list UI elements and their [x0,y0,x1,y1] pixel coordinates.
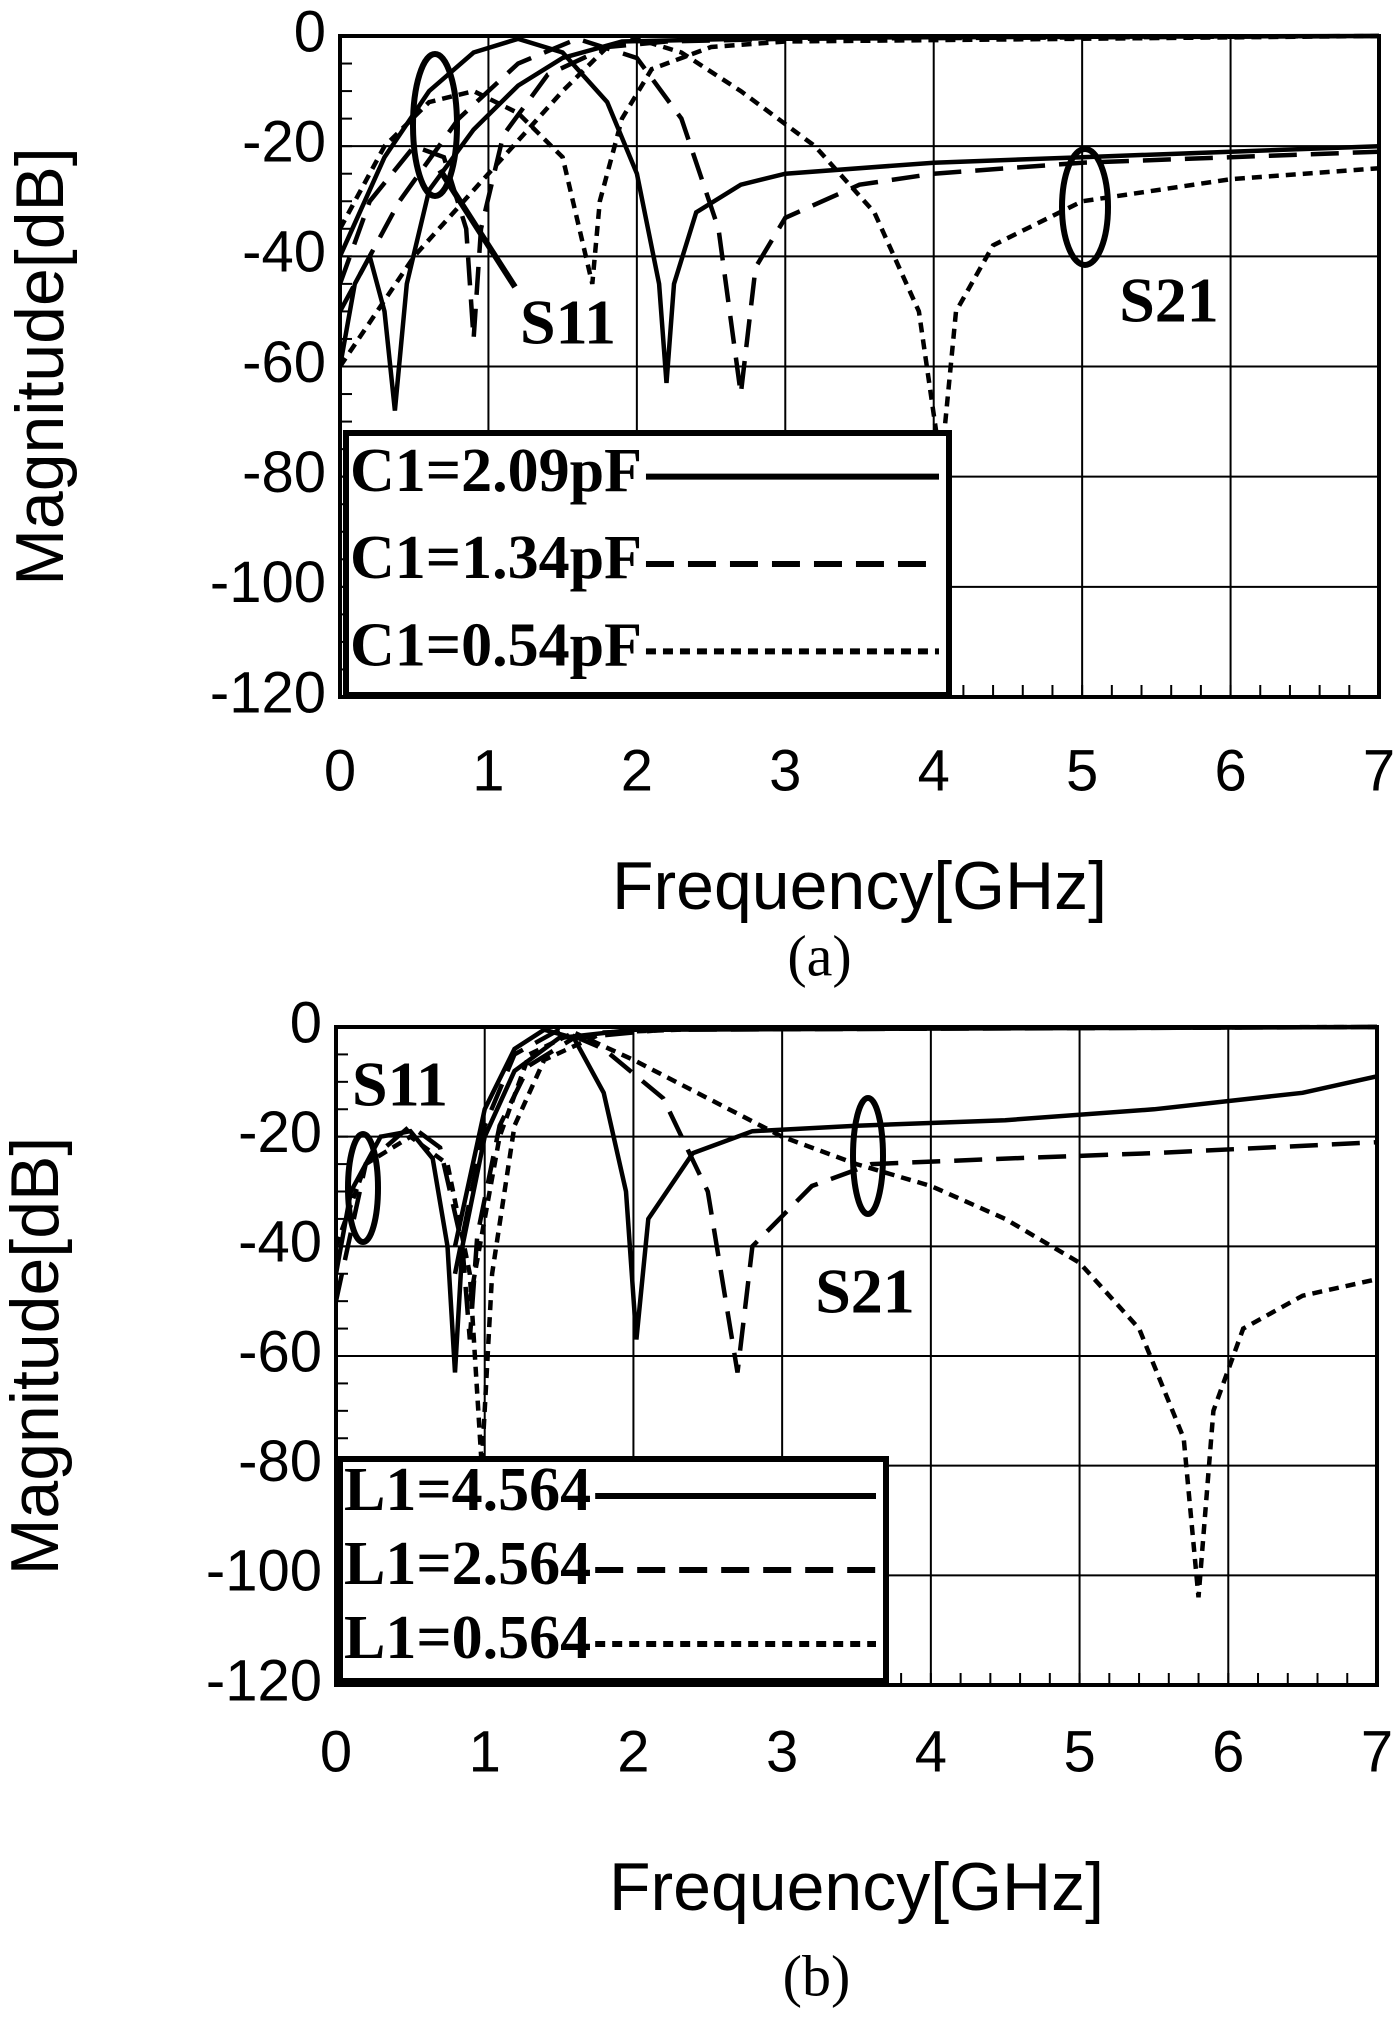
annotation: S11 [520,287,616,358]
x-tick-label: 2 [617,1719,649,1784]
y-tick-label: 0 [290,990,322,1055]
data-line [336,1024,1377,1340]
annotation: S11 [352,1049,448,1120]
y-tick-label: -20 [238,1100,322,1165]
chart: 0 1 2 3 4 5 6 7-120-100-80-60-40-200L1=4.564L1=… [0,990,1393,2008]
x-tick-label: 3 [766,1719,798,1784]
legend-label: L1=4.564 [344,1456,591,1524]
legend-label: L1=0.564 [344,1604,591,1672]
x-tick-label: 6 [1212,1719,1244,1784]
x-tick-label: 0 [320,1719,352,1784]
y-tick-label: -40 [238,1210,322,1275]
x-tick-label: 3 [769,738,801,803]
ellipse [850,1095,886,1217]
data-line [340,36,1379,384]
caption: (a) [787,923,851,988]
y-tick-label: -100 [206,1539,322,1604]
x-tick-label: 7 [1361,1719,1393,1784]
y-tick-label: -120 [206,1648,322,1713]
x-tick-label: 5 [1063,1719,1095,1784]
y-tick-label: 0 [294,0,326,64]
legend-label: L1=2.564 [344,1530,591,1598]
leader-line [437,168,518,289]
legend-label: C1=0.54pF [350,612,642,680]
y-axis-title: Magnitude[dB] [2,147,78,586]
data-line [340,33,1379,285]
x-tick-label: 1 [472,738,504,803]
legend-label: C1=2.09pF [350,437,642,505]
data-line [340,36,1379,395]
y-tick-label: -20 [242,109,326,174]
annotation-marks [345,51,1111,1245]
ellipse [410,51,460,199]
y-tick-label: -100 [210,550,326,615]
x-tick-label: 4 [918,738,950,803]
y-tick-label: -60 [242,330,326,395]
x-tick-label: 7 [1363,738,1395,803]
x-axis-title: Frequency[GHz] [609,1849,1104,1925]
annotation: S21 [815,1256,915,1327]
x-tick-label: 5 [1066,738,1098,803]
x-tick-label: 2 [621,738,653,803]
data-line [452,1027,1377,1373]
x-tick-label: 6 [1214,738,1246,803]
legend-label: C1=1.34pF [350,524,642,592]
x-tick-label: 1 [469,1719,501,1784]
y-axis-title: Magnitude[dB] [0,1137,73,1576]
data-line [336,1024,1377,1466]
data-line [467,1030,1377,1598]
y-tick-label: -40 [242,220,326,285]
annotation: S21 [1119,265,1219,336]
data-line [340,36,1379,466]
y-tick-label: -60 [238,1319,322,1384]
data-line [336,1024,1377,1373]
ellipse [1059,146,1111,268]
x-axis-title: Frequency[GHz] [612,848,1107,924]
data-line [340,33,1379,411]
x-tick-label: 4 [915,1719,947,1784]
ellipse [345,1131,381,1245]
chart: 0 1 2 3 4 5 6 7 -120 -100 -80 -60 -40 -20 0 C1=2.09pF C1… [2,0,1395,988]
y-tick-label: -120 [210,660,326,725]
y-tick-label: -80 [238,1429,322,1494]
y-tick-label: -80 [242,440,326,505]
caption: (b) [783,1943,851,2008]
x-tick-label: 0 [324,738,356,803]
data-line [452,1027,1377,1340]
